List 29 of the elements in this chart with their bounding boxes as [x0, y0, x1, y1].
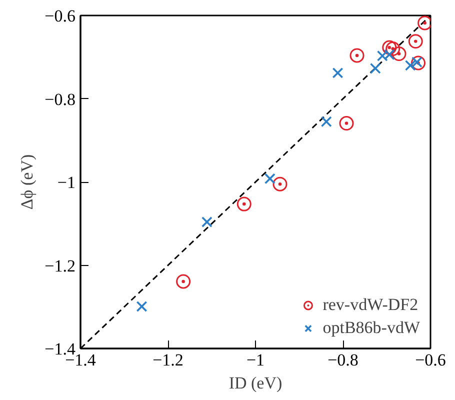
point: [350, 48, 364, 63]
point: [339, 116, 354, 131]
point: [382, 40, 397, 55]
point: [404, 60, 416, 71]
x-tick-label: −0.8: [328, 350, 358, 370]
y-axis-title: Δϕ (eV): [18, 154, 37, 210]
x-tick-label: −1.2: [152, 350, 184, 370]
point: [272, 176, 288, 192]
x-tick-label: −0.6: [415, 350, 446, 370]
x-axis-title: ID (eV): [228, 374, 282, 392]
point: [392, 46, 406, 62]
legend-label: rev-vdW-DF2: [322, 295, 418, 315]
point: [201, 216, 212, 228]
x-tick-label: −1: [246, 350, 265, 370]
point: [264, 173, 276, 184]
point: [370, 62, 381, 74]
point: [236, 196, 252, 212]
point: [411, 56, 426, 70]
point: [176, 274, 191, 289]
point: [332, 67, 344, 78]
y-tick-label: −0.6: [44, 6, 76, 26]
point: [386, 42, 400, 56]
point: [408, 34, 423, 49]
y-tick-label: −1: [57, 173, 76, 192]
y-tick-label: −1.2: [44, 256, 76, 276]
y-tick-label: −0.8: [44, 90, 76, 109]
legend-label: optB86b-vdW: [322, 318, 420, 338]
point: [320, 116, 332, 128]
point: [136, 300, 148, 312]
